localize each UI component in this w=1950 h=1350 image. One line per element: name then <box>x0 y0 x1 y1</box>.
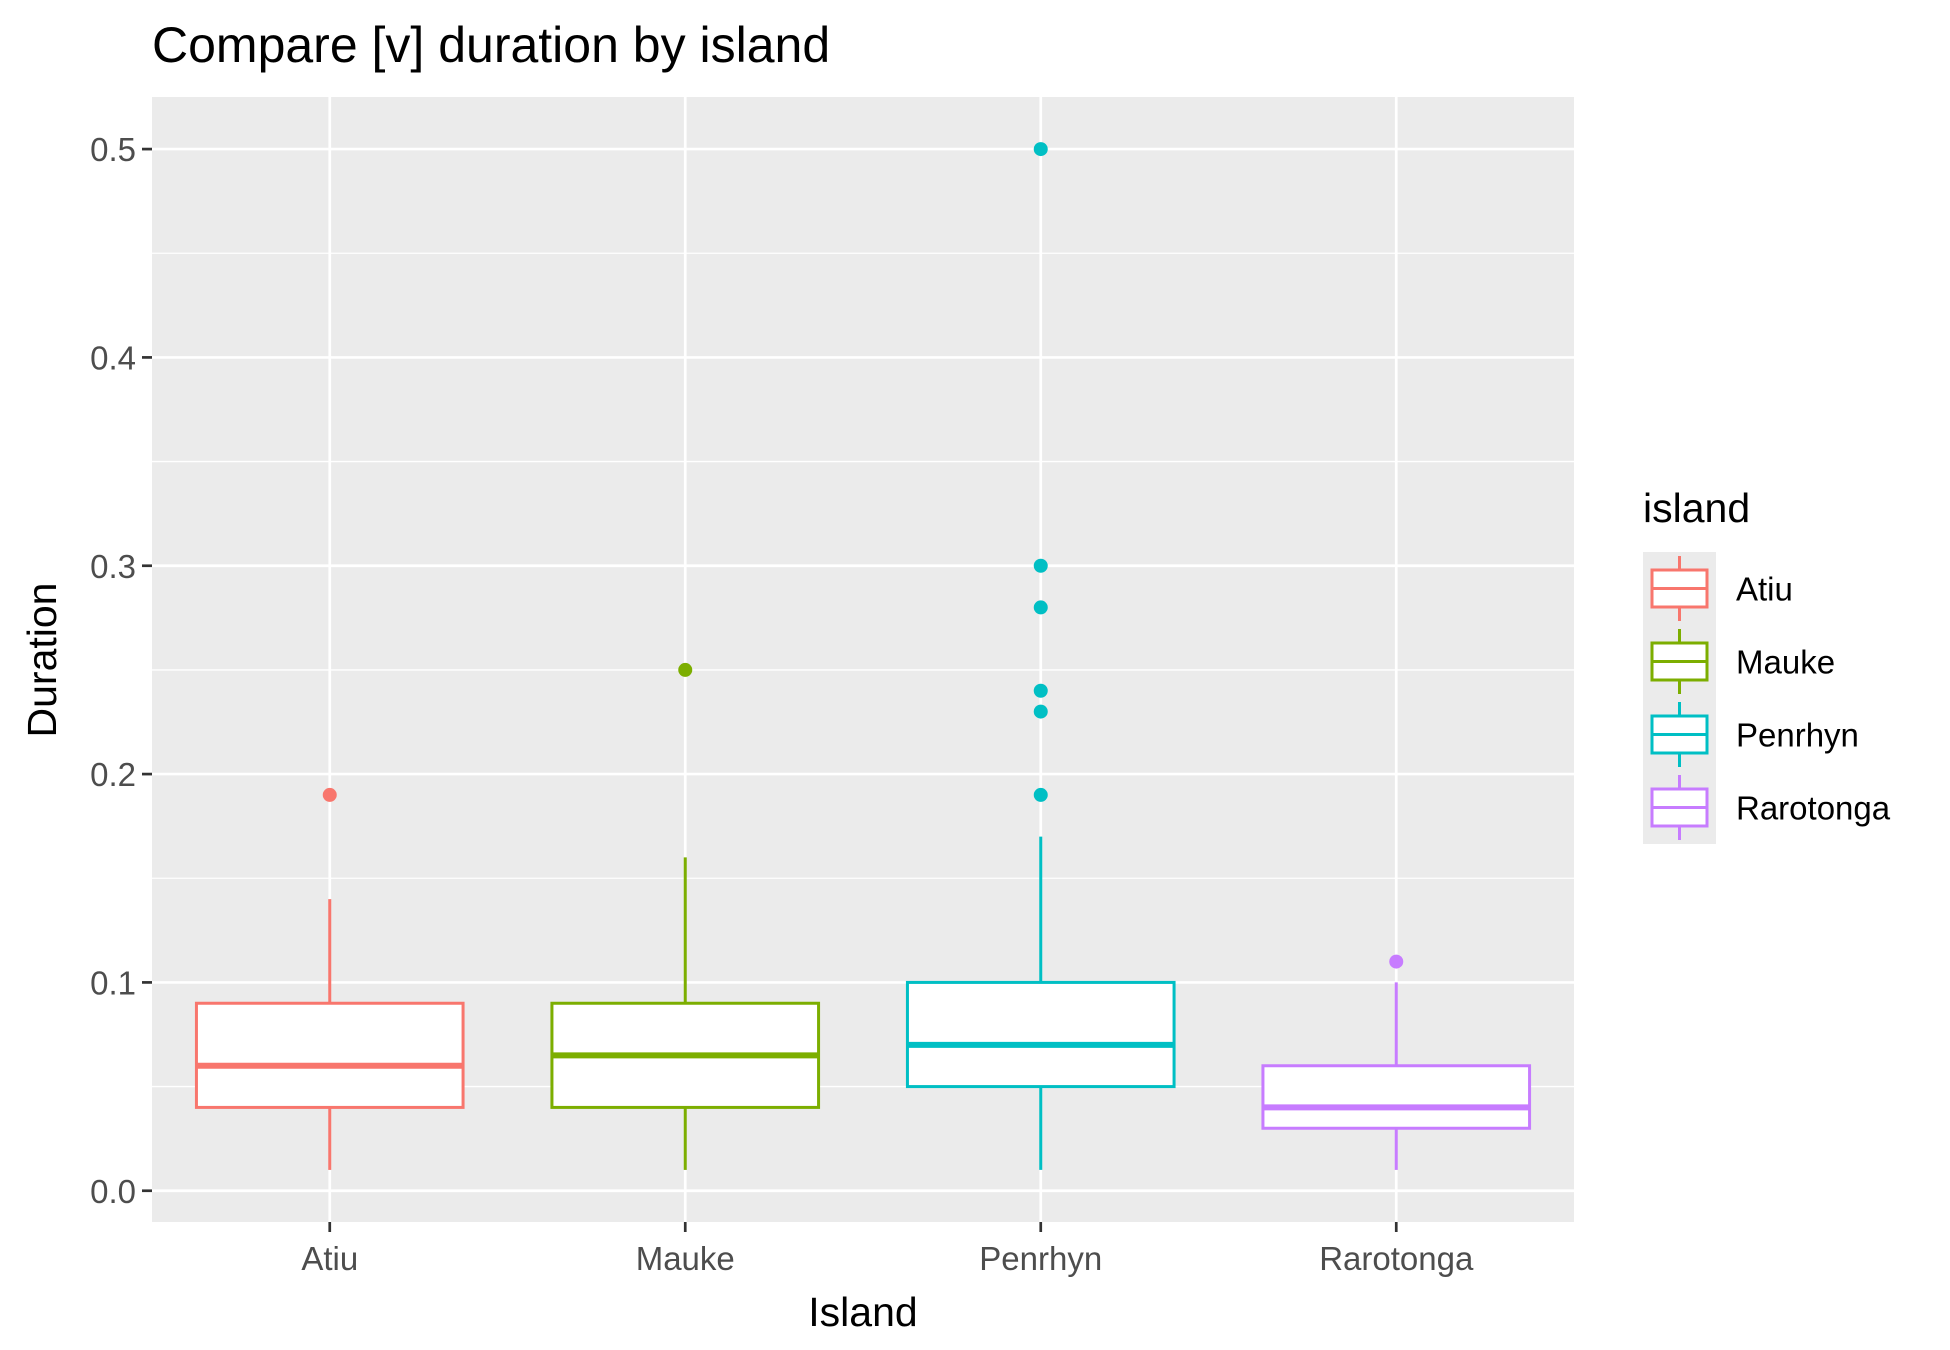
box-mauke <box>550 662 821 1170</box>
legend-key-rarotonga <box>1643 771 1716 844</box>
y-tick-label: 0.3 <box>90 548 136 585</box>
x-tick-label: Atiu <box>301 1240 358 1277</box>
legend-key-penrhyn <box>1643 698 1716 771</box>
legend-label: Mauke <box>1736 644 1835 681</box>
legend-label: Rarotonga <box>1736 790 1891 827</box>
y-tick-label: 0.2 <box>90 756 136 793</box>
chart-title: Compare [v] duration by island <box>152 17 830 73</box>
legend-key-atiu <box>1643 552 1716 625</box>
box-atiu <box>194 787 465 1170</box>
iqr-box <box>905 980 1176 1089</box>
legend-key-mauke <box>1643 625 1716 698</box>
axes: 0.0 0.1 0.2 0.3 0.4 0.5 Atiu Mauke Penrhyn Raroto… <box>90 131 1474 1277</box>
y-axis-title: Duration <box>19 583 65 738</box>
outlier-point <box>1033 683 1048 698</box>
legend-title: island <box>1643 485 1750 531</box>
y-tick-label: 0.0 <box>90 1173 136 1210</box>
iqr-box <box>194 1001 465 1109</box>
outlier-point <box>1389 954 1404 969</box>
boxes <box>194 142 1532 1170</box>
outlier-point <box>1033 704 1048 719</box>
box-penrhyn <box>905 142 1176 1170</box>
outlier-point <box>678 662 693 677</box>
legend-label: Atiu <box>1736 571 1793 608</box>
x-tick-label: Rarotonga <box>1319 1240 1474 1277</box>
y-tick-label: 0.1 <box>90 964 136 1001</box>
outlier-point <box>322 787 337 802</box>
outlier-point <box>1033 558 1048 573</box>
outlier-point <box>1033 600 1048 615</box>
y-tick-label: 0.4 <box>90 339 136 376</box>
outlier-point <box>1033 142 1048 157</box>
legend: island Atiu Mauke Penrhyn Rarotonga <box>1643 485 1891 844</box>
outlier-point <box>1033 787 1048 802</box>
box-rarotonga <box>1261 954 1532 1170</box>
iqr-box <box>1261 1064 1532 1130</box>
x-axis-title: Island <box>808 1289 917 1335</box>
y-tick-label: 0.5 <box>90 131 136 168</box>
x-tick-label: Mauke <box>636 1240 735 1277</box>
grid-lines <box>152 97 1574 1222</box>
legend-label: Penrhyn <box>1736 717 1859 754</box>
x-tick-label: Penrhyn <box>979 1240 1102 1277</box>
